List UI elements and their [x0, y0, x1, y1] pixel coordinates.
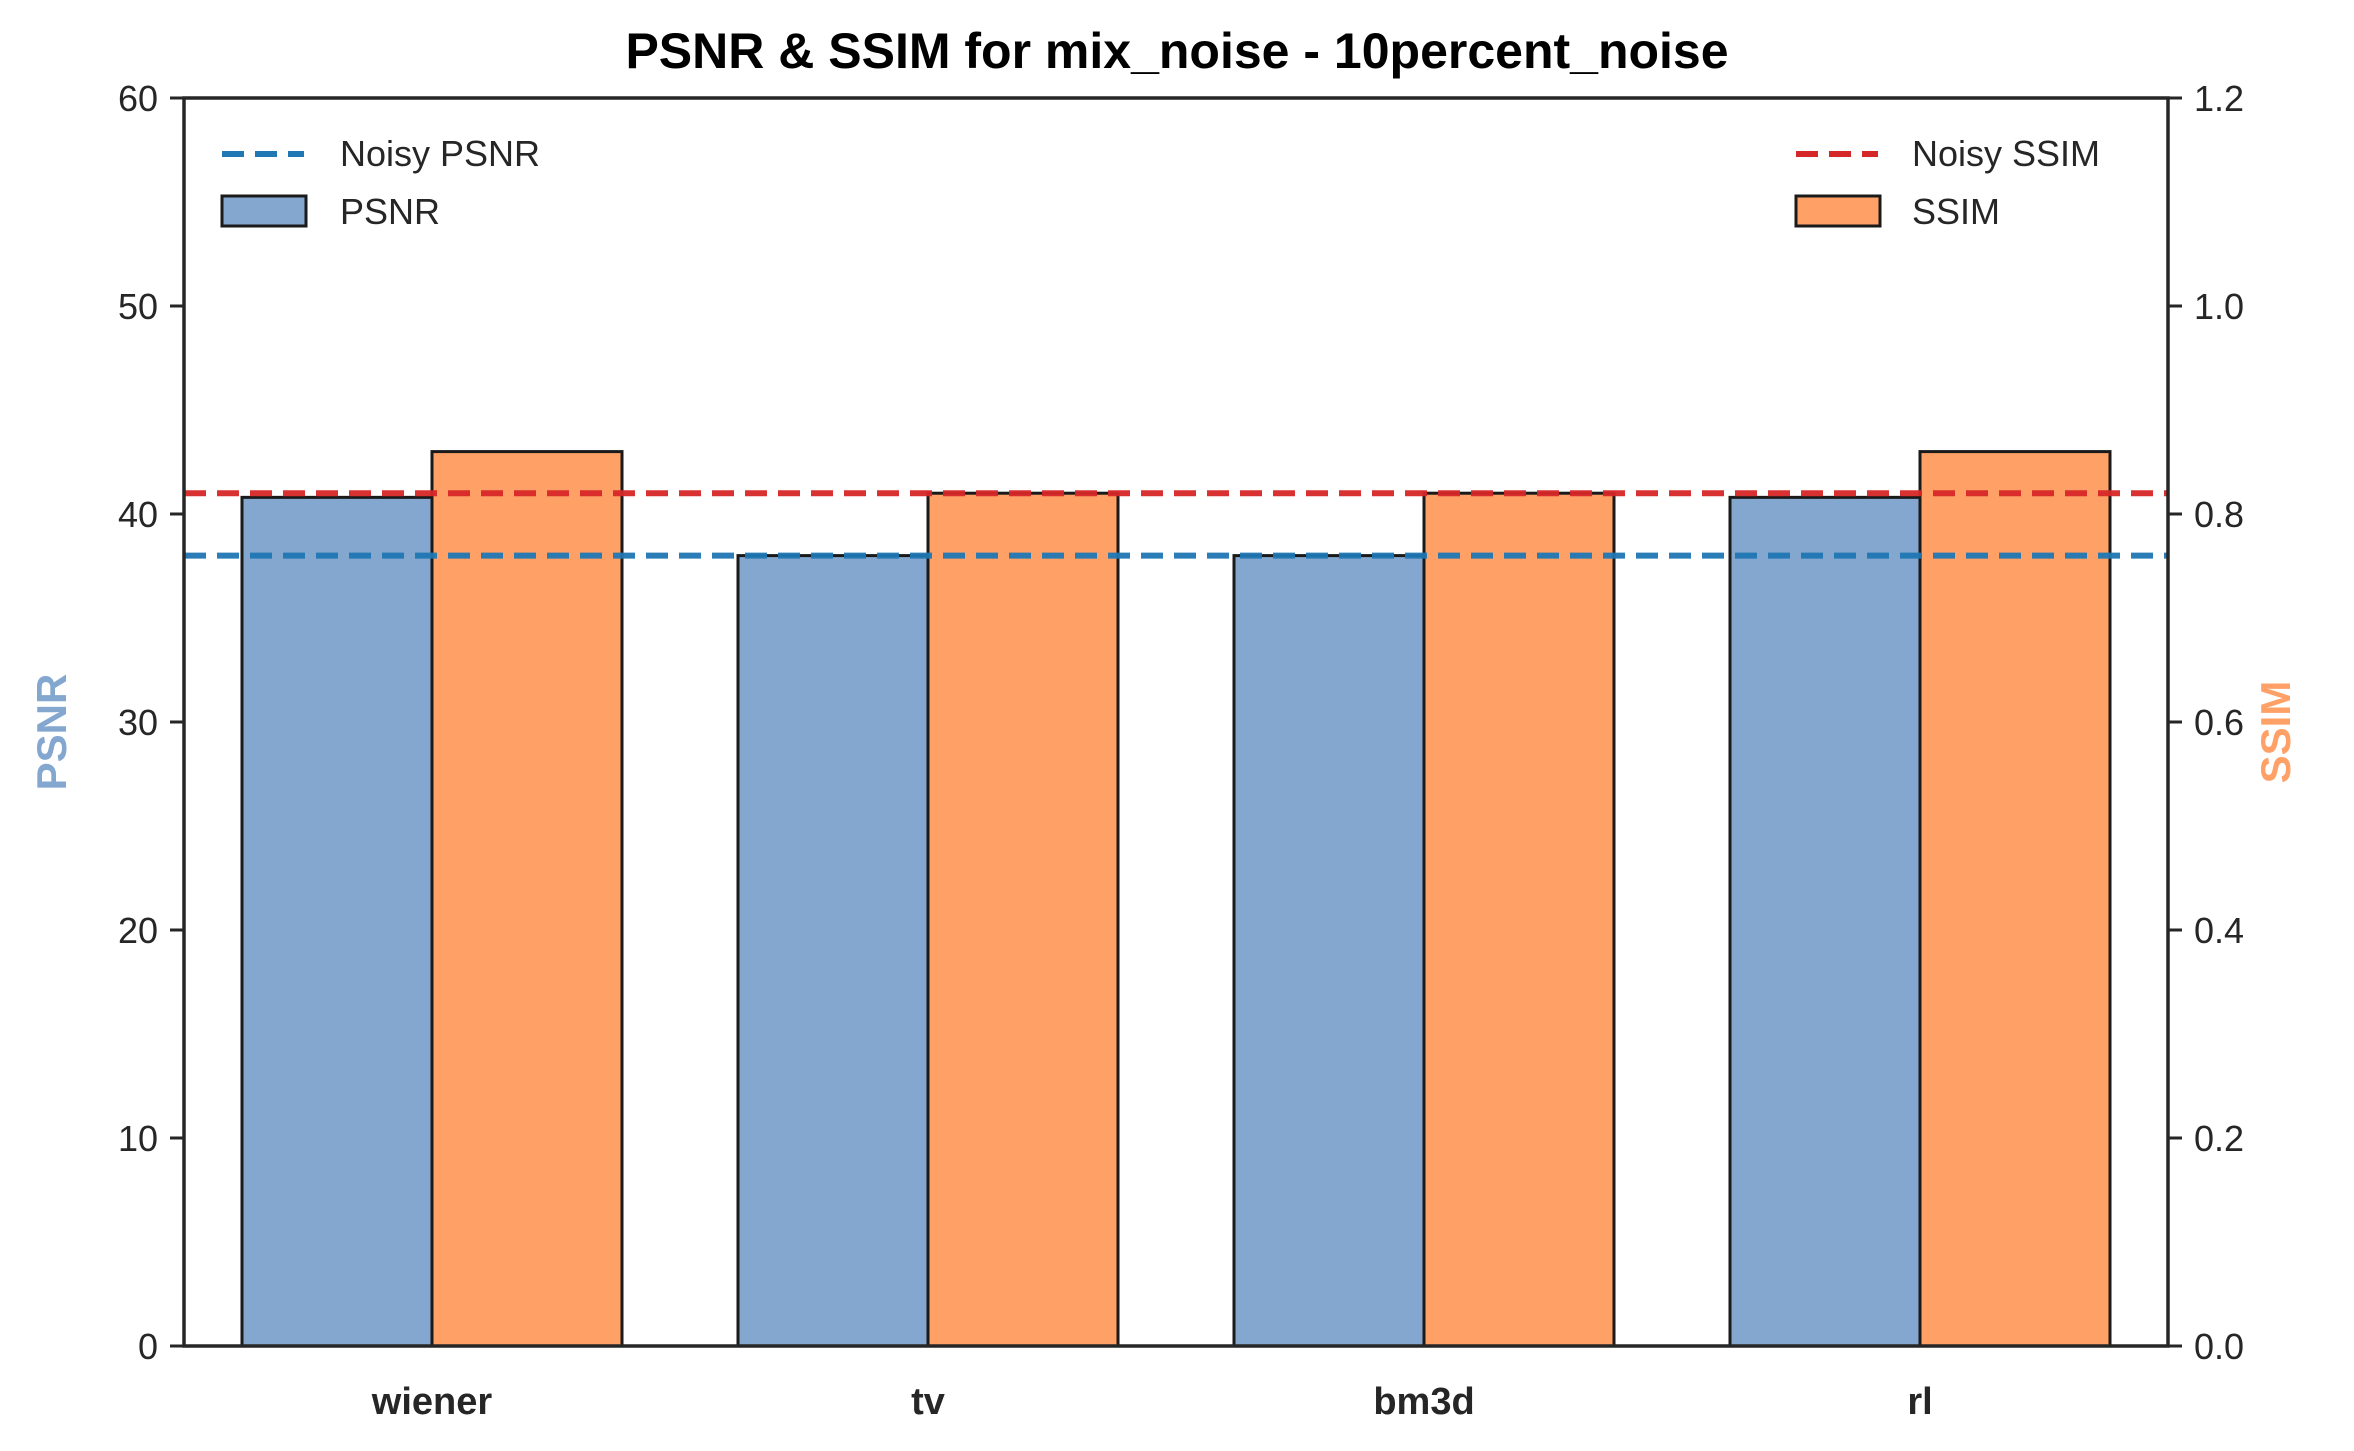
y-axis-label-right: SSIM [2252, 681, 2299, 784]
chart-title: PSNR & SSIM for mix_noise - 10percent_no… [625, 23, 1728, 79]
bar-psnr-rl [1728, 495, 1922, 1348]
category-labels: wiener tv bm3d rl [371, 1381, 1933, 1423]
legend-label-psnr: PSNR [340, 191, 440, 232]
bar-ssim-wiener [430, 450, 624, 1348]
legend-label-ssim: SSIM [1912, 191, 2000, 232]
bars-layer [240, 450, 2112, 1348]
legend-swatch-psnr [220, 194, 308, 228]
bar-psnr-wiener [240, 495, 434, 1348]
left-axis-ticks: 0 10 20 30 40 50 60 [118, 78, 184, 1367]
legend-label-noisy-psnr: Noisy PSNR [340, 133, 540, 174]
left-tick-label: 30 [118, 702, 158, 743]
bar-ssim-bm3d [1422, 491, 1616, 1348]
left-tick-label: 50 [118, 286, 158, 327]
right-tick-label: 1.2 [2194, 78, 2244, 119]
left-tick-label: 20 [118, 910, 158, 951]
left-tick-label: 60 [118, 78, 158, 119]
x-tick-label-tv: tv [911, 1381, 945, 1423]
x-tick-label-bm3d: bm3d [1373, 1381, 1474, 1423]
bar-ssim-tv [926, 491, 1120, 1348]
left-tick-label: 10 [118, 1118, 158, 1159]
bar-psnr-tv [736, 554, 930, 1348]
left-tick-label: 0 [138, 1326, 158, 1367]
legend-right: Noisy SSIM SSIM [1794, 133, 2100, 232]
right-axis-ticks: 0.0 0.2 0.4 0.6 0.8 1.0 1.2 [2168, 78, 2244, 1367]
right-tick-label: 0.8 [2194, 494, 2244, 535]
right-tick-label: 0.2 [2194, 1118, 2244, 1159]
y-axis-label-left: PSNR [28, 674, 75, 791]
bar-psnr-bm3d [1232, 554, 1426, 1348]
x-tick-label-rl: rl [1907, 1381, 1932, 1423]
left-tick-label: 40 [118, 494, 158, 535]
reference-lines-layer [184, 490, 2168, 559]
right-tick-label: 0.6 [2194, 702, 2244, 743]
x-tick-label-wiener: wiener [371, 1381, 493, 1423]
right-tick-label: 0.4 [2194, 910, 2244, 951]
right-tick-label: 1.0 [2194, 286, 2244, 327]
bar-ssim-rl [1918, 450, 2112, 1348]
legend-left: Noisy PSNR PSNR [220, 133, 540, 232]
legend-label-noisy-ssim: Noisy SSIM [1912, 133, 2100, 174]
legend-swatch-ssim [1794, 194, 1882, 228]
right-tick-label: 0.0 [2194, 1326, 2244, 1367]
